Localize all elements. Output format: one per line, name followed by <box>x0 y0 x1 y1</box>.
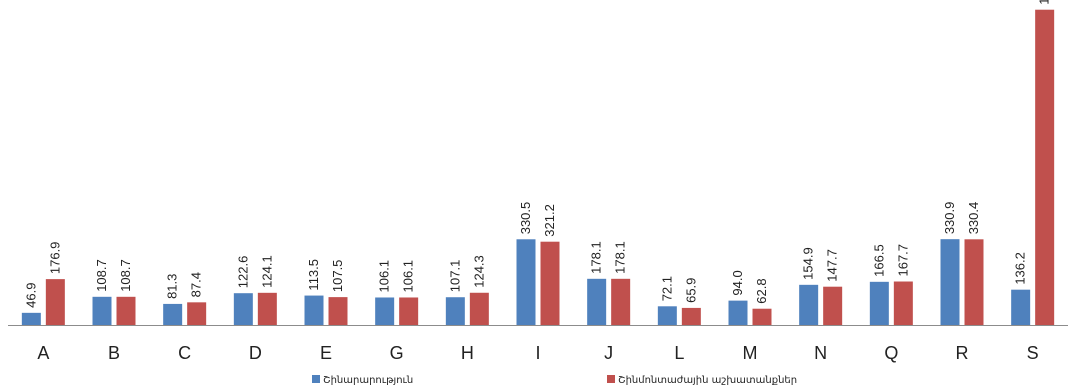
legend-item-series-2: Շինմոնտաժային աշխատանքներ <box>607 375 797 386</box>
category-label: E <box>320 343 332 363</box>
value-label-series-1-C: 81.3 <box>165 274 180 299</box>
value-label-series-2-G: 106.1 <box>401 260 416 293</box>
bar-series-2-B <box>116 296 136 325</box>
bar-series-2-A <box>45 279 65 325</box>
category-label: A <box>37 343 49 363</box>
value-label-series-2-I: 321.2 <box>542 204 557 237</box>
value-label-series-1-G: 106.1 <box>377 260 392 293</box>
bar-series-1-E <box>304 295 324 325</box>
legend-swatch-series-1 <box>312 375 320 383</box>
category-label: D <box>249 343 262 363</box>
category-label: I <box>535 343 540 363</box>
bar-series-2-Q <box>893 281 913 325</box>
bar-series-2-C <box>187 302 207 325</box>
category-label: S <box>1027 343 1039 363</box>
bar-series-1-G <box>375 297 395 325</box>
bar-series-1-M <box>728 300 748 325</box>
value-label-series-2-H: 124.3 <box>471 255 486 288</box>
value-label-series-2-N: 147.7 <box>825 249 840 282</box>
value-label-series-2-B: 108.7 <box>118 259 133 292</box>
value-label-series-2-L: 65.9 <box>683 278 698 303</box>
bar-series-1-J <box>587 278 607 325</box>
bar-series-1-L <box>657 306 677 325</box>
legend-swatch-series-2 <box>607 375 615 383</box>
value-label-series-2-A: 176.9 <box>47 242 62 275</box>
category-label: Q <box>884 343 898 363</box>
value-label-series-2-S: 1215.7 <box>1037 0 1052 5</box>
value-label-series-1-D: 122.6 <box>235 256 250 289</box>
value-label-series-1-B: 108.7 <box>94 259 109 292</box>
category-label: M <box>743 343 758 363</box>
bar-series-2-H <box>469 292 489 325</box>
bar-series-2-L <box>681 307 701 325</box>
legend: Շինարարություն Շինմոնտաժային աշխատանքներ <box>312 375 797 386</box>
value-label-series-2-C: 87.4 <box>189 272 204 297</box>
value-label-series-1-E: 113.5 <box>306 259 321 291</box>
category-label: L <box>674 343 684 363</box>
value-labels-layer: 46.9 108.7 81.3 122.6 113.5 106.1 107.1 330.5 17… <box>23 0 1051 308</box>
value-label-series-1-J: 178.1 <box>589 241 604 274</box>
value-label-series-2-Q: 167.7 <box>895 244 910 277</box>
category-label: H <box>461 343 474 363</box>
value-label-series-2-M: 62.8 <box>754 278 769 303</box>
bar-series-1-S <box>1011 289 1031 325</box>
value-label-series-1-S: 136.2 <box>1013 252 1028 285</box>
bar-series-2-J <box>611 278 631 325</box>
bar-series-2-E <box>328 297 348 325</box>
bar-series-1-N <box>799 284 819 325</box>
value-label-series-1-M: 94.0 <box>730 270 745 295</box>
bar-series-2-R <box>964 239 984 325</box>
value-label-series-1-N: 154.9 <box>801 247 816 280</box>
value-label-series-2-E: 107.5 <box>330 260 345 293</box>
value-label-series-1-I: 330.5 <box>518 202 533 235</box>
bar-series-1-D <box>233 293 253 325</box>
bars-layer <box>21 9 1055 325</box>
bar-series-2-I <box>540 241 560 325</box>
bar-series-2-G <box>399 297 419 325</box>
value-label-series-2-R: 330.4 <box>966 202 981 235</box>
bar-series-1-H <box>445 297 465 325</box>
category-label: J <box>604 343 613 363</box>
value-label-series-1-A: 46.9 <box>23 283 38 308</box>
legend-label-series-2: Շինմոնտաժային աշխատանքներ <box>618 375 797 386</box>
legend-label-series-1: Շինարարություն <box>323 375 413 386</box>
bar-series-1-B <box>92 296 112 325</box>
category-label: C <box>178 343 191 363</box>
bar-series-1-I <box>516 239 536 325</box>
value-label-series-2-D: 124.1 <box>259 255 274 288</box>
bar-series-2-N <box>823 286 843 325</box>
category-label: B <box>108 343 120 363</box>
value-label-series-1-R: 330.9 <box>942 202 957 235</box>
value-label-series-1-H: 107.1 <box>447 260 462 293</box>
category-label: N <box>814 343 827 363</box>
legend-item-series-1: Շինարարություն <box>312 375 413 386</box>
bar-series-2-M <box>752 308 772 325</box>
bar-series-2-D <box>257 292 277 325</box>
bar-series-1-A <box>21 312 41 325</box>
category-label: R <box>956 343 969 363</box>
value-label-series-2-J: 178.1 <box>613 241 628 274</box>
bar-series-1-Q <box>869 281 889 325</box>
bar-series-1-C <box>163 303 183 325</box>
value-label-series-1-Q: 166.5 <box>871 244 886 277</box>
value-label-series-1-L: 72.1 <box>659 276 674 301</box>
bar-series-2-S <box>1035 9 1055 325</box>
category-label: G <box>390 343 404 363</box>
bar-series-1-R <box>940 239 960 325</box>
